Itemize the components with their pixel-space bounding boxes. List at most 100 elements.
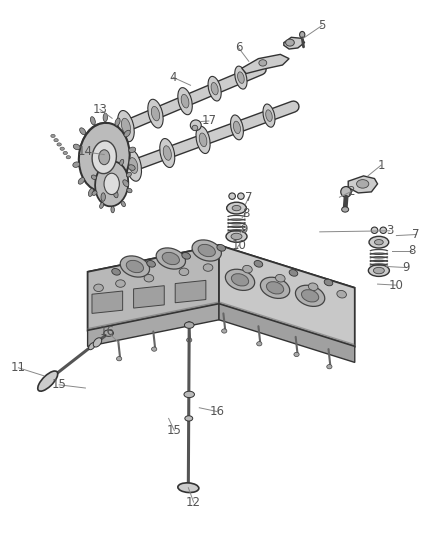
Text: 17: 17 [201, 115, 216, 127]
Ellipse shape [231, 233, 242, 240]
Ellipse shape [104, 330, 113, 336]
Polygon shape [79, 123, 112, 206]
Ellipse shape [160, 139, 175, 167]
Text: 14: 14 [78, 146, 93, 158]
Ellipse shape [300, 31, 305, 38]
Text: 11: 11 [11, 361, 26, 374]
Ellipse shape [308, 283, 318, 290]
Ellipse shape [126, 172, 131, 177]
Polygon shape [284, 37, 304, 49]
Ellipse shape [266, 110, 272, 122]
Text: 16: 16 [209, 405, 224, 418]
Ellipse shape [337, 290, 346, 298]
Ellipse shape [296, 285, 325, 306]
Text: 4: 4 [169, 71, 177, 84]
Text: 13: 13 [92, 103, 107, 116]
Ellipse shape [371, 227, 378, 233]
Ellipse shape [327, 365, 332, 369]
Ellipse shape [237, 193, 244, 199]
Ellipse shape [60, 147, 64, 150]
Text: 7: 7 [245, 191, 253, 204]
Ellipse shape [226, 269, 254, 290]
Ellipse shape [93, 338, 102, 347]
Ellipse shape [92, 175, 96, 180]
Text: 9: 9 [240, 223, 247, 236]
Ellipse shape [233, 121, 240, 134]
Ellipse shape [152, 107, 159, 121]
Ellipse shape [111, 206, 114, 213]
Ellipse shape [92, 191, 97, 196]
Text: 12: 12 [186, 496, 201, 508]
Ellipse shape [227, 202, 246, 214]
Ellipse shape [203, 264, 213, 271]
Ellipse shape [101, 193, 106, 201]
Ellipse shape [129, 147, 136, 152]
Ellipse shape [294, 352, 299, 357]
Ellipse shape [118, 110, 134, 142]
Text: 10: 10 [389, 279, 404, 292]
Ellipse shape [88, 189, 93, 197]
Ellipse shape [109, 155, 113, 161]
Ellipse shape [99, 203, 104, 208]
Ellipse shape [92, 141, 117, 174]
Ellipse shape [38, 371, 58, 391]
Ellipse shape [235, 66, 247, 89]
Ellipse shape [123, 180, 129, 187]
Ellipse shape [374, 239, 383, 245]
Ellipse shape [120, 256, 149, 277]
Text: 3: 3 [386, 224, 393, 237]
Ellipse shape [243, 265, 252, 273]
Ellipse shape [341, 187, 351, 197]
Ellipse shape [357, 180, 369, 188]
Ellipse shape [226, 231, 247, 243]
Ellipse shape [230, 115, 244, 140]
Ellipse shape [187, 338, 192, 342]
Polygon shape [219, 304, 355, 362]
Ellipse shape [79, 123, 130, 192]
Polygon shape [88, 245, 355, 314]
Ellipse shape [232, 205, 241, 211]
Ellipse shape [237, 72, 244, 83]
Ellipse shape [289, 270, 298, 276]
Ellipse shape [181, 94, 189, 108]
Ellipse shape [342, 207, 349, 212]
Ellipse shape [179, 268, 189, 276]
Ellipse shape [261, 277, 290, 298]
Ellipse shape [128, 165, 135, 171]
Ellipse shape [301, 289, 319, 302]
Ellipse shape [144, 274, 154, 282]
Text: 5: 5 [318, 19, 325, 32]
Text: 8: 8 [408, 244, 415, 257]
Ellipse shape [211, 83, 218, 95]
Ellipse shape [90, 117, 95, 125]
Ellipse shape [178, 87, 192, 115]
Ellipse shape [73, 162, 80, 167]
Ellipse shape [54, 139, 58, 142]
Text: 15: 15 [167, 424, 182, 437]
Ellipse shape [286, 39, 294, 46]
Ellipse shape [184, 391, 194, 398]
Ellipse shape [229, 193, 236, 199]
Text: 1: 1 [377, 159, 385, 172]
Ellipse shape [369, 236, 389, 248]
Polygon shape [88, 304, 219, 346]
Ellipse shape [373, 268, 385, 274]
Ellipse shape [127, 188, 132, 193]
Ellipse shape [117, 357, 122, 361]
Polygon shape [92, 291, 123, 313]
Ellipse shape [192, 125, 198, 131]
Ellipse shape [124, 130, 130, 137]
Ellipse shape [88, 343, 95, 350]
Text: 9: 9 [403, 261, 410, 274]
Ellipse shape [198, 244, 215, 257]
Text: 16: 16 [100, 325, 115, 338]
Ellipse shape [254, 261, 263, 267]
Ellipse shape [80, 128, 86, 135]
Ellipse shape [78, 177, 85, 184]
Text: 8: 8 [243, 207, 250, 220]
Ellipse shape [98, 161, 102, 167]
Ellipse shape [66, 156, 71, 159]
Ellipse shape [199, 133, 207, 147]
Ellipse shape [94, 284, 103, 292]
Ellipse shape [208, 76, 221, 101]
